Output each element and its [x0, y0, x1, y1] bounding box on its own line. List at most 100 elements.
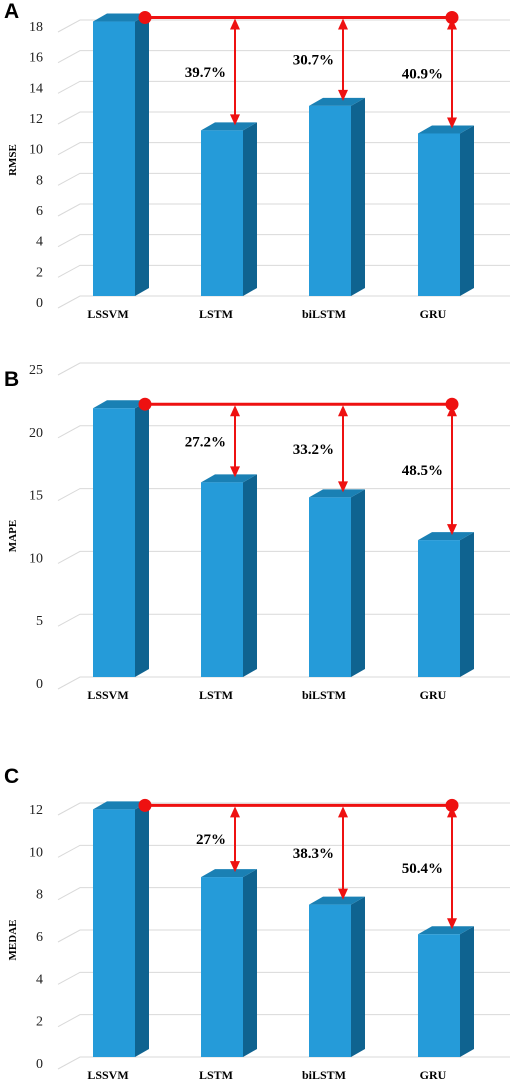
bar [309, 97, 365, 296]
x-tick-label: LSSVM [87, 688, 128, 702]
bar [309, 896, 365, 1057]
y-tick-label: 6 [36, 930, 43, 945]
gridline [57, 425, 510, 439]
y-tick-label: 0 [36, 677, 43, 692]
percentage-label: 27.2% [185, 434, 226, 450]
reference-dot [138, 798, 152, 812]
gridline [57, 295, 510, 309]
y-tick-label: 15 [29, 489, 43, 504]
gridline [57, 887, 510, 901]
gridline [57, 1056, 510, 1070]
y-tick-label: 10 [29, 845, 43, 860]
difference-arrow [230, 806, 240, 873]
y-tick-label: 8 [36, 888, 43, 903]
bar [418, 125, 474, 296]
y-tick-label: 14 [29, 81, 43, 96]
y-tick-label: 8 [36, 173, 43, 188]
gridline [57, 971, 510, 985]
gridline [57, 264, 510, 278]
y-tick-label: 5 [36, 614, 43, 629]
y-tick-label: 12 [29, 803, 43, 818]
y-tick-label: 25 [29, 363, 43, 378]
y-axis-label: MEDAE [7, 920, 19, 961]
reference-dot [445, 397, 459, 411]
bar [201, 474, 257, 677]
x-tick-label: GRU [420, 688, 447, 702]
percentage-label: 50.4% [402, 861, 443, 877]
x-tick-label: GRU [420, 307, 447, 321]
difference-arrow [338, 806, 348, 900]
reference-dot [138, 11, 152, 25]
chart-panel-c: C MEDAE 0 2 4 6 8 10 12 LSSVM LSTM biLSTM GRU 27% 38.3… [4, 765, 510, 1082]
gridline [57, 362, 510, 376]
x-tick-label: LSTM [199, 688, 233, 702]
y-tick-label: 20 [29, 426, 43, 441]
gridline [57, 19, 510, 33]
bar [201, 122, 257, 297]
y-tick-label: 4 [36, 972, 43, 987]
bar [201, 869, 257, 1057]
bar [93, 400, 149, 677]
bar [418, 926, 474, 1057]
y-tick-label: 10 [29, 143, 43, 158]
gridline [57, 488, 510, 502]
bar [418, 532, 474, 677]
y-tick-label: 10 [29, 551, 43, 566]
reference-dot [138, 397, 152, 411]
percentage-label: 33.2% [293, 442, 334, 458]
gridline [57, 111, 510, 125]
percentage-label: 30.7% [293, 53, 334, 69]
y-tick-label: 18 [29, 20, 43, 35]
x-tick-label: biLSTM [302, 307, 346, 321]
difference-arrow [230, 405, 240, 478]
panel-letter: A [4, 0, 19, 23]
y-tick-label: 2 [36, 1015, 43, 1030]
gridline [57, 172, 510, 186]
gridline [57, 80, 510, 94]
chart-panel-b: B MAPE 0 5 10 15 20 25 LSSVM LSTM biLSTM GRU 27.2% 33… [4, 362, 510, 702]
y-tick-label: 2 [36, 265, 43, 280]
bar [309, 489, 365, 677]
bar [93, 801, 149, 1057]
gridline [57, 844, 510, 858]
gridline [57, 1014, 510, 1028]
x-tick-label: GRU [420, 1068, 447, 1082]
gridline [57, 234, 510, 248]
y-tick-label: 6 [36, 204, 43, 219]
difference-arrow [447, 18, 457, 129]
gridline [57, 802, 510, 816]
difference-arrow [447, 405, 457, 536]
y-tick-label: 0 [36, 296, 43, 311]
percentage-label: 38.3% [293, 846, 334, 862]
difference-arrow [338, 405, 348, 493]
x-tick-label: LSSVM [87, 307, 128, 321]
difference-arrow [338, 18, 348, 101]
reference-dot [445, 11, 459, 25]
panel-letter: B [4, 368, 19, 391]
x-tick-label: LSTM [199, 1068, 233, 1082]
percentage-label: 48.5% [402, 463, 443, 479]
percentage-label: 27% [196, 832, 226, 848]
gridline [57, 929, 510, 943]
percentage-label: 40.9% [402, 67, 443, 83]
gridline [57, 613, 510, 627]
x-tick-label: biLSTM [302, 688, 346, 702]
y-tick-label: 12 [29, 112, 43, 127]
percentage-label: 39.7% [185, 65, 226, 81]
y-axis-label: MAPE [7, 520, 19, 552]
bar [93, 13, 149, 297]
reference-dot [445, 798, 459, 812]
x-tick-label: LSSVM [87, 1068, 128, 1082]
gridline [57, 676, 510, 690]
x-tick-label: biLSTM [302, 1068, 346, 1082]
chart-panel-a: A RMSE 0 2 4 6 8 10 12 14 16 18 LSSVM LSTM biLSTM GRU 39… [4, 0, 510, 321]
y-axis-label: RMSE [7, 144, 19, 176]
gridline [57, 550, 510, 564]
x-tick-label: LSTM [199, 307, 233, 321]
gridline [57, 142, 510, 156]
y-tick-label: 16 [29, 51, 43, 66]
gridline [57, 50, 510, 64]
difference-arrow [447, 806, 457, 930]
difference-arrow [230, 18, 240, 126]
